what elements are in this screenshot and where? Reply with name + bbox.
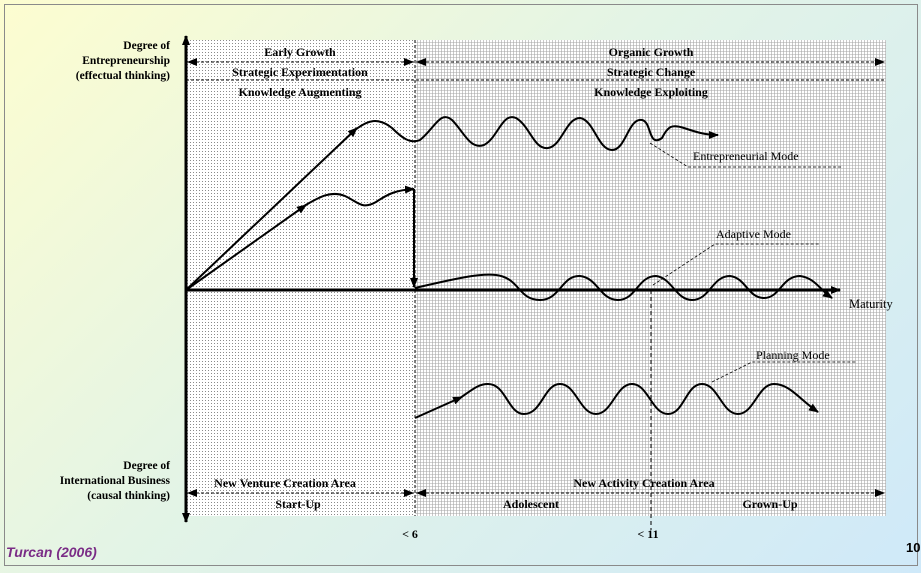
y-top-line-1: Degree of [123, 40, 170, 52]
page-number: 10 [906, 540, 921, 555]
x-tick-11: < 11 [637, 527, 658, 541]
band-knowledge-exploiting: Knowledge Exploiting [594, 85, 708, 99]
citation: Turcan (2006) [6, 544, 97, 560]
y-bot-line-1: Degree of [123, 460, 170, 472]
band-knowledge-augmenting: Knowledge Augmenting [238, 85, 361, 99]
x-tick-6: < 6 [402, 527, 418, 541]
y-axis-top-label: Degree of Entrepreneurship (effectual th… [10, 39, 170, 84]
stage-start-up: Start-Up [275, 497, 321, 511]
adaptive-curve [414, 273, 833, 302]
adaptive-mode-label: Adaptive Mode [716, 227, 791, 241]
band-new-venture-creation: New Venture Creation Area [214, 476, 356, 490]
planning-mode-label: Planning Mode [756, 348, 830, 362]
band-organic-growth: Organic Growth [609, 45, 694, 59]
band-early-growth: Early Growth [264, 45, 336, 59]
planning-curve [414, 382, 819, 419]
y-top-line-3: (effectual thinking) [75, 70, 170, 82]
band-new-activity-creation: New Activity Creation Area [573, 476, 714, 490]
y-bot-line-3: (causal thinking) [87, 490, 170, 502]
entrepreneurial-curve [185, 116, 719, 291]
y-axis-bottom-label: Degree of International Business (causal… [10, 459, 170, 504]
band-strategic-experimentation: Strategic Experimentation [232, 65, 368, 79]
x-axis-label: Maturity [849, 297, 893, 311]
stage-adolescent: Adolescent [503, 497, 559, 511]
band-strategic-change: Strategic Change [607, 65, 696, 79]
stage-grown-up: Grown-Up [742, 497, 797, 511]
y-top-line-2: Entrepreneurship [82, 55, 170, 67]
entrepreneurial-mode-label: Entrepreneurial Mode [693, 149, 799, 163]
slide-frame [4, 4, 918, 566]
early-growth-curve [185, 185, 418, 291]
y-bot-line-2: International Business [59, 475, 170, 487]
